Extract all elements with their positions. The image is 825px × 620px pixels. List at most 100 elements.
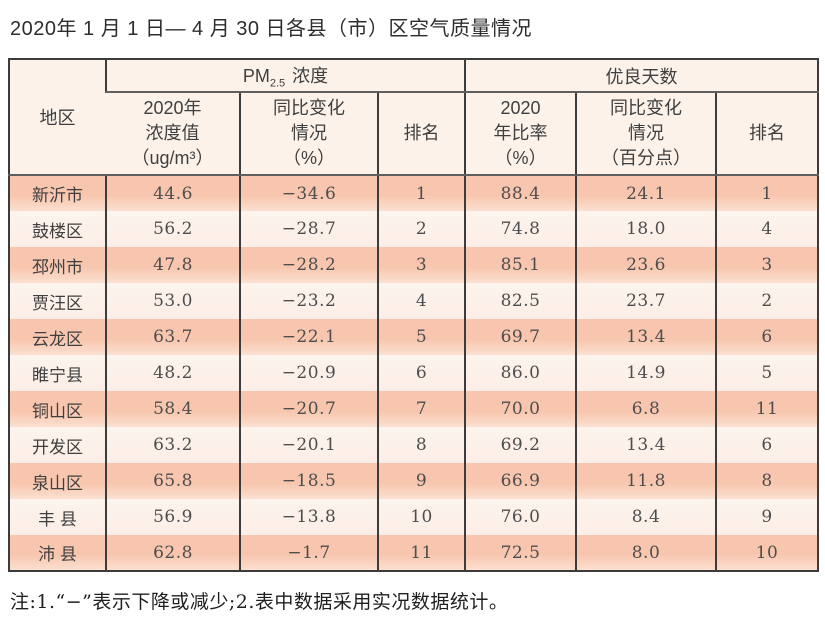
gd-ratio-cell: 85.1 <box>464 247 577 283</box>
region-cell: 沛 县 <box>9 535 106 571</box>
table-row: 开发区 63.2 −20.1 8 69.2 13.4 6 <box>9 427 819 463</box>
pm-change-cell: −20.1 <box>239 427 378 463</box>
pm-rank-cell: 10 <box>376 499 466 535</box>
footnote: 注:1.“−”表示下降或减少;2.表中数据采用实况数据统计。 <box>10 591 509 613</box>
table-row: 云龙区 63.7 −22.1 5 69.7 13.4 6 <box>9 319 819 355</box>
pm-rank-cell: 5 <box>376 319 466 355</box>
gd-rank-cell: 6 <box>715 319 819 355</box>
gd-rank-cell: 11 <box>715 391 819 427</box>
gd-change-cell: 23.6 <box>575 247 717 283</box>
header-line: （ug/m³） <box>131 148 214 168</box>
table-row: 睢宁县 48.2 −20.9 6 86.0 14.9 5 <box>9 355 819 391</box>
region-cell: 新沂市 <box>9 175 106 211</box>
pm-value-cell: 58.4 <box>105 391 240 427</box>
gd-rank-cell: 6 <box>715 427 819 463</box>
gd-change-cell: 23.7 <box>575 283 717 319</box>
pm-change-cell: −22.1 <box>239 319 378 355</box>
gd-change-cell: 11.8 <box>575 463 717 499</box>
pm-rank-cell: 7 <box>376 391 466 427</box>
header-line: 浓度值 <box>145 123 200 143</box>
gd-ratio-cell: 86.0 <box>464 355 577 391</box>
gd-ratio-cell: 70.0 <box>464 391 577 427</box>
gd-rank-cell: 2 <box>715 283 819 319</box>
header-line: （%） <box>494 148 547 168</box>
header-line: 2020 <box>500 98 541 118</box>
gd-rank-cell: 9 <box>715 499 819 535</box>
pm-change-cell: −20.7 <box>239 391 378 427</box>
gd-change-cell: 13.4 <box>575 319 717 355</box>
header-line: 情况 <box>291 123 327 143</box>
gd-ratio-cell: 88.4 <box>464 175 577 211</box>
table-header: 地区 PM2.5 浓度 优良天数 2020年 浓度值 （ug/m³） 同比变化 情… <box>9 59 819 176</box>
pm-value-cell: 56.2 <box>105 211 240 247</box>
pm-rank-cell: 9 <box>376 463 466 499</box>
region-cell: 睢宁县 <box>9 355 106 391</box>
region-cell: 邳州市 <box>9 247 106 283</box>
pm-rank-cell: 2 <box>376 211 466 247</box>
pm-value-cell: 56.9 <box>105 499 240 535</box>
header-line: （%） <box>282 148 335 168</box>
gd-rank-cell: 8 <box>715 463 819 499</box>
table-row: 贾汪区 53.0 −23.2 4 82.5 23.7 2 <box>9 283 819 319</box>
table-row: 鼓楼区 56.2 −28.7 2 74.8 18.0 4 <box>9 211 819 247</box>
header-line: 同比变化 <box>610 98 683 118</box>
gd-rank-cell: 5 <box>715 355 819 391</box>
pm-change-header: 同比变化 情况 （%） <box>239 92 378 176</box>
gd-ratio-cell: 69.7 <box>464 319 577 355</box>
gd-ratio-cell: 82.5 <box>464 283 577 319</box>
pm-rank-cell: 3 <box>376 247 466 283</box>
gd-change-cell: 24.1 <box>575 175 717 211</box>
pm-label: PM <box>242 65 270 86</box>
page-title: 2020年 1 月 1 日— 4 月 30 日各县（市）区空气质量情况 <box>10 18 533 40</box>
table-row: 沛 县 62.8 −1.7 11 72.5 8.0 10 <box>9 535 819 571</box>
table-row: 丰 县 56.9 −13.8 10 76.0 8.4 9 <box>9 499 819 535</box>
region-cell: 泉山区 <box>9 463 106 499</box>
pm-change-cell: −34.6 <box>239 175 378 211</box>
region-column-header: 地区 <box>9 59 106 176</box>
air-quality-table: 地区 PM2.5 浓度 优良天数 2020年 浓度值 （ug/m³） 同比变化 情… <box>8 58 820 572</box>
pm-value-cell: 63.2 <box>105 427 240 463</box>
gd-rank-cell: 10 <box>715 535 819 571</box>
pm-value-cell: 47.8 <box>105 247 240 283</box>
pm-rank-cell: 1 <box>376 175 466 211</box>
pm-change-cell: −23.2 <box>239 283 378 319</box>
header-line: 同比变化 <box>273 98 345 118</box>
gd-rank-cell: 4 <box>715 211 819 247</box>
gd-change-cell: 13.4 <box>575 427 717 463</box>
gd-ratio-cell: 74.8 <box>464 211 577 247</box>
pm-concentration-header: 2020年 浓度值 （ug/m³） <box>106 92 240 176</box>
pm-change-cell: −13.8 <box>239 499 378 535</box>
pm-value-cell: 62.8 <box>105 535 240 571</box>
region-cell: 开发区 <box>9 427 106 463</box>
gd-change-cell: 14.9 <box>575 355 717 391</box>
pm-value-cell: 48.2 <box>105 355 240 391</box>
gd-ratio-cell: 76.0 <box>464 499 577 535</box>
gd-rank-header: 排名 <box>715 92 819 176</box>
pm-change-cell: −20.9 <box>239 355 378 391</box>
table-row: 邳州市 47.8 −28.2 3 85.1 23.6 3 <box>9 247 819 283</box>
pm-rank-cell: 11 <box>376 535 466 571</box>
sub-header-row: 2020年 浓度值 （ug/m³） 同比变化 情况 （%） 排名 2020 年比… <box>9 92 819 176</box>
gd-rank-cell: 3 <box>715 247 819 283</box>
pm-subscript: 2.5 <box>269 77 286 90</box>
pm-change-cell: −18.5 <box>239 463 378 499</box>
pm-change-cell: −28.2 <box>239 247 378 283</box>
gd-ratio-cell: 69.2 <box>464 427 577 463</box>
gd-change-cell: 8.0 <box>575 535 717 571</box>
pm-rank-header: 排名 <box>376 92 466 176</box>
pm-group-suffix: 浓度 <box>292 65 329 86</box>
pm-value-cell: 63.7 <box>105 319 240 355</box>
pm-change-cell: −28.7 <box>239 211 378 247</box>
region-cell: 云龙区 <box>9 319 106 355</box>
gd-ratio-cell: 66.9 <box>464 463 577 499</box>
header-line: （百分点） <box>601 148 692 168</box>
gd-rank-cell: 1 <box>715 175 819 211</box>
table-row: 铜山区 58.4 −20.7 7 70.0 6.8 11 <box>9 391 819 427</box>
region-cell: 贾汪区 <box>9 283 106 319</box>
table-body: 新沂市 44.6 −34.6 1 88.4 24.1 1 鼓楼区 56.2 −2… <box>9 175 819 571</box>
pm-value-cell: 65.8 <box>105 463 240 499</box>
gd-change-header: 同比变化 情况 （百分点） <box>575 92 717 176</box>
pm-change-cell: −1.7 <box>239 535 378 571</box>
region-cell: 鼓楼区 <box>9 211 106 247</box>
